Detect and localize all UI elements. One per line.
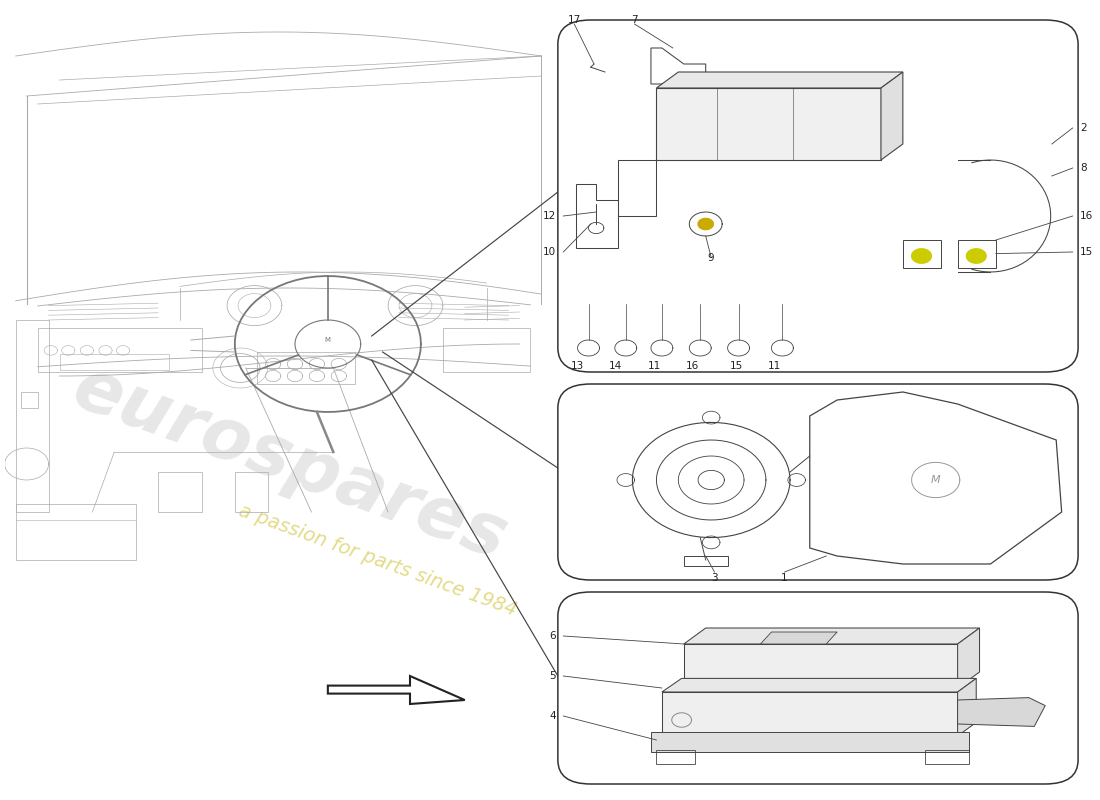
Text: 15: 15 <box>1080 247 1093 257</box>
FancyBboxPatch shape <box>558 592 1078 784</box>
Text: 5: 5 <box>549 671 556 681</box>
Polygon shape <box>958 628 979 688</box>
Polygon shape <box>684 628 979 644</box>
Text: 11: 11 <box>648 362 661 371</box>
Polygon shape <box>881 72 903 160</box>
Polygon shape <box>657 88 881 160</box>
Polygon shape <box>967 249 986 263</box>
Text: 14: 14 <box>609 362 623 371</box>
Polygon shape <box>662 692 958 736</box>
Polygon shape <box>662 678 976 692</box>
FancyBboxPatch shape <box>558 384 1078 580</box>
FancyBboxPatch shape <box>558 20 1078 372</box>
Text: 4: 4 <box>549 711 556 721</box>
Text: 16: 16 <box>686 362 700 371</box>
Polygon shape <box>958 698 1045 726</box>
Text: 17: 17 <box>568 15 581 25</box>
Text: eurospares: eurospares <box>63 354 516 574</box>
Text: M: M <box>324 337 331 343</box>
Polygon shape <box>684 644 958 688</box>
Text: 2: 2 <box>1080 123 1087 133</box>
Polygon shape <box>651 732 969 752</box>
Text: 7: 7 <box>631 15 638 25</box>
Text: 6: 6 <box>549 631 556 641</box>
Text: 15: 15 <box>729 362 743 371</box>
Polygon shape <box>657 72 903 88</box>
Text: 8: 8 <box>1080 163 1087 173</box>
Text: 13: 13 <box>571 362 584 371</box>
Polygon shape <box>698 218 714 230</box>
Text: 11: 11 <box>768 362 781 371</box>
Text: 3: 3 <box>712 573 718 582</box>
Text: 16: 16 <box>1080 211 1093 221</box>
Text: 10: 10 <box>542 247 556 257</box>
Text: 1: 1 <box>781 573 788 582</box>
Text: M: M <box>931 475 940 485</box>
Polygon shape <box>912 249 932 263</box>
Text: a passion for parts since 1984: a passion for parts since 1984 <box>235 501 519 619</box>
Polygon shape <box>958 678 976 736</box>
Text: 12: 12 <box>542 211 556 221</box>
Text: 9: 9 <box>708 253 715 262</box>
Polygon shape <box>760 632 837 644</box>
